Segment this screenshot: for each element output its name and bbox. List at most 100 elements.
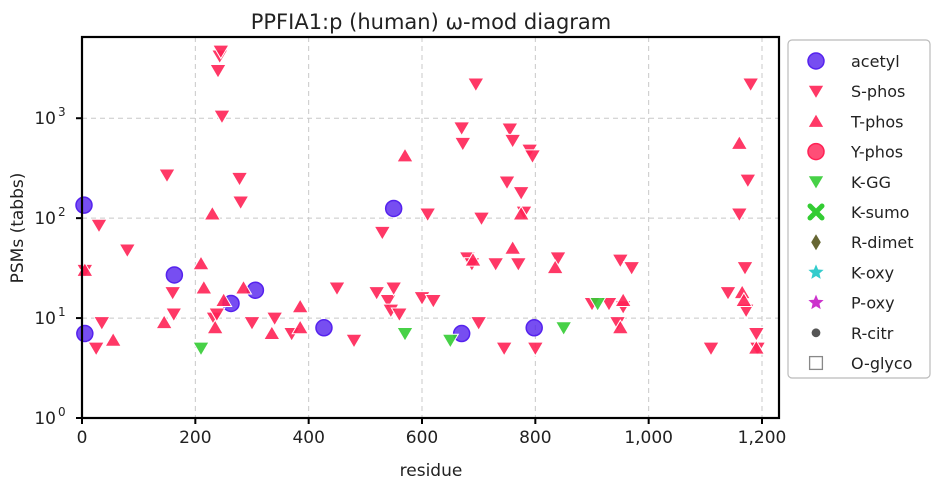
data-point [158, 168, 176, 184]
legend-label: R-dimet [851, 233, 914, 252]
data-point [206, 319, 225, 335]
data-point [495, 341, 514, 357]
data-point [234, 279, 253, 295]
data-point [738, 173, 757, 189]
data-point [194, 279, 213, 295]
data-point [203, 205, 222, 221]
legend-label: S-phos [851, 82, 905, 101]
data-point [611, 319, 630, 335]
data-point [622, 261, 641, 277]
data-point [503, 239, 522, 255]
legend-marker [808, 294, 824, 310]
data-point [367, 286, 386, 302]
x-tick-label: 400 [292, 428, 324, 448]
x-tick-label: 200 [179, 428, 211, 448]
data-point [747, 327, 766, 343]
data-point [230, 171, 249, 187]
data-point [554, 321, 573, 337]
data-point [118, 243, 137, 259]
legend-marker [808, 355, 824, 371]
data-point [291, 319, 310, 335]
data-point [92, 316, 111, 332]
x-tick-label: 600 [406, 428, 438, 448]
data-point [209, 64, 227, 80]
data-point [165, 266, 184, 284]
legend: acetyl S-phos T-phos Y-phos K-GG K-sumo R-dime… [787, 39, 931, 379]
data-point [243, 316, 261, 332]
data-point [523, 149, 542, 165]
data-point [104, 331, 123, 347]
data-point [526, 341, 545, 357]
legend-label: O-glyco [851, 354, 912, 373]
data-point [719, 286, 737, 302]
y-tick-label-exp: 2 [58, 205, 66, 219]
data-point [741, 77, 760, 93]
y-axis-label: PSMs (tabbs) [8, 173, 28, 284]
data-point [164, 307, 183, 323]
legend-marker [807, 203, 825, 221]
legend-marker [807, 52, 825, 70]
legend-label: T-phos [850, 112, 904, 131]
data-point [90, 218, 108, 234]
y-tick-label-base: 10 [34, 209, 56, 229]
data-point [600, 296, 618, 313]
grid [82, 37, 779, 418]
data-point [384, 281, 403, 297]
data-point [192, 255, 210, 271]
data-point [453, 136, 472, 152]
data-point [213, 109, 231, 125]
legend-label: K-sumo [851, 203, 909, 222]
data-point [87, 341, 106, 357]
data-point [379, 293, 397, 310]
data-point [214, 291, 233, 307]
data-point [466, 77, 485, 93]
legend-label: K-GG [851, 173, 891, 192]
data-point [390, 307, 409, 323]
x-tick-label: 1,200 [738, 428, 787, 448]
data-point [192, 341, 210, 357]
data-point [291, 298, 310, 314]
data-point [486, 257, 505, 273]
data-point [452, 324, 471, 343]
data-point [384, 199, 403, 218]
legend-marker [807, 112, 825, 128]
x-tick-label: 0 [77, 428, 88, 448]
data-point [452, 121, 471, 137]
data-point [730, 134, 749, 150]
data-point [315, 319, 333, 337]
data-point [231, 195, 250, 211]
data-point [525, 319, 543, 337]
data-point [469, 316, 488, 332]
legend-marker [807, 175, 825, 191]
data-point [76, 324, 94, 343]
data-point [503, 133, 522, 149]
legend-label: Y-phos [850, 143, 903, 162]
chart-title: PPFIA1:p (human) ω-mod diagram [251, 10, 612, 34]
data-point [207, 307, 226, 323]
data-point [155, 314, 174, 330]
legend-marker [811, 234, 821, 251]
legend-marker [808, 264, 824, 279]
data-point [345, 333, 363, 349]
plot-frame [80, 35, 781, 420]
legend-label: R-citr [851, 324, 894, 343]
data-point [588, 296, 607, 313]
legend-label: acetyl [851, 52, 900, 71]
data-point [163, 286, 182, 302]
data-point [396, 327, 414, 343]
x-tick-label: 1,000 [624, 428, 673, 448]
data-point [498, 175, 516, 191]
legend-box [787, 39, 931, 379]
data-point [75, 261, 94, 277]
data-point [500, 122, 519, 138]
data-point [265, 311, 284, 327]
data-point [736, 261, 754, 277]
data-point [702, 341, 720, 357]
data-point [424, 293, 443, 310]
data-point [549, 251, 567, 267]
legend-marker [807, 84, 825, 100]
data-point [373, 225, 392, 241]
data-point [509, 257, 528, 273]
data-point [441, 333, 460, 349]
